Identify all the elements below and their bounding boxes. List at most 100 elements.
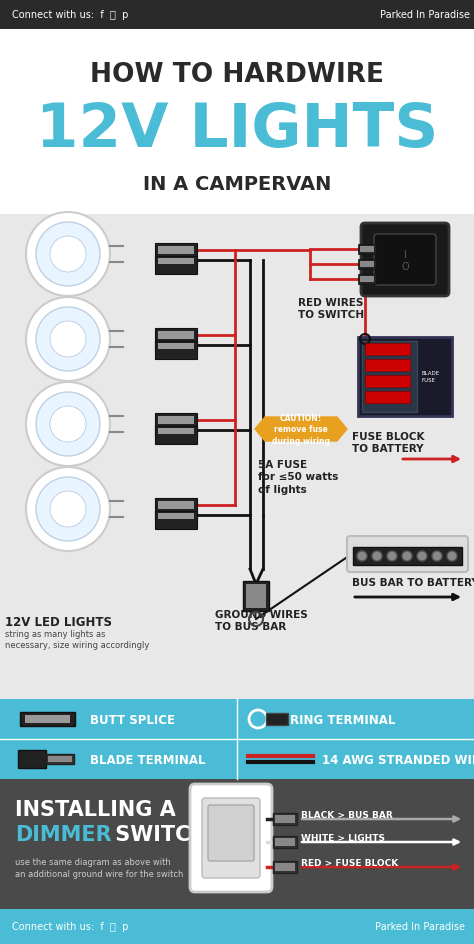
Circle shape xyxy=(417,551,427,562)
FancyBboxPatch shape xyxy=(158,501,194,510)
FancyBboxPatch shape xyxy=(275,863,295,871)
FancyBboxPatch shape xyxy=(358,244,376,255)
Text: HOW TO HARDWIRE: HOW TO HARDWIRE xyxy=(90,62,384,88)
Circle shape xyxy=(36,393,100,457)
FancyBboxPatch shape xyxy=(0,215,474,700)
Circle shape xyxy=(36,478,100,542)
Text: Parked In Paradise: Parked In Paradise xyxy=(380,10,470,20)
FancyBboxPatch shape xyxy=(158,344,194,349)
FancyBboxPatch shape xyxy=(20,712,75,726)
Circle shape xyxy=(36,223,100,287)
Text: RED > FUSE BLOCK: RED > FUSE BLOCK xyxy=(301,858,398,868)
FancyBboxPatch shape xyxy=(275,838,295,846)
FancyBboxPatch shape xyxy=(155,342,197,360)
Circle shape xyxy=(26,297,110,381)
FancyBboxPatch shape xyxy=(360,246,374,253)
FancyBboxPatch shape xyxy=(365,360,410,372)
FancyBboxPatch shape xyxy=(158,259,194,264)
Circle shape xyxy=(26,382,110,466)
FancyBboxPatch shape xyxy=(362,342,417,413)
Circle shape xyxy=(50,492,86,528)
Circle shape xyxy=(432,551,442,562)
FancyBboxPatch shape xyxy=(243,582,269,612)
FancyBboxPatch shape xyxy=(158,429,194,434)
FancyBboxPatch shape xyxy=(158,331,194,340)
FancyBboxPatch shape xyxy=(155,257,197,275)
Text: BUTT SPLICE: BUTT SPLICE xyxy=(90,713,175,726)
FancyBboxPatch shape xyxy=(202,799,260,878)
FancyBboxPatch shape xyxy=(0,30,474,215)
Text: GROUND WIRES
TO BUS BAR: GROUND WIRES TO BUS BAR xyxy=(215,610,308,632)
FancyBboxPatch shape xyxy=(155,413,197,435)
Text: BUS BAR TO BATTERY: BUS BAR TO BATTERY xyxy=(352,578,474,587)
FancyBboxPatch shape xyxy=(365,376,410,388)
Text: 12V LIGHTS: 12V LIGHTS xyxy=(36,100,438,160)
FancyBboxPatch shape xyxy=(347,536,468,572)
FancyBboxPatch shape xyxy=(155,498,197,520)
FancyBboxPatch shape xyxy=(273,861,297,873)
Text: Connect with us:  f  Ⓘ  p: Connect with us: f Ⓘ p xyxy=(12,921,128,931)
Text: RED WIRES
TO SWITCH: RED WIRES TO SWITCH xyxy=(298,297,364,320)
FancyBboxPatch shape xyxy=(208,805,254,861)
FancyBboxPatch shape xyxy=(0,909,474,944)
Text: I
O: I O xyxy=(401,250,409,272)
Text: Connect with us:  f  Ⓘ  p: Connect with us: f Ⓘ p xyxy=(12,10,128,20)
FancyBboxPatch shape xyxy=(358,260,376,270)
Text: FUSE BLOCK
TO BATTERY: FUSE BLOCK TO BATTERY xyxy=(352,431,425,454)
Circle shape xyxy=(26,467,110,551)
FancyBboxPatch shape xyxy=(25,716,70,723)
Circle shape xyxy=(387,551,397,562)
FancyBboxPatch shape xyxy=(365,344,410,356)
Circle shape xyxy=(447,551,457,562)
FancyBboxPatch shape xyxy=(374,235,436,286)
FancyBboxPatch shape xyxy=(158,514,194,519)
Text: string as many lights as
necessary, size wiring accordingly: string as many lights as necessary, size… xyxy=(5,630,149,649)
FancyBboxPatch shape xyxy=(358,275,376,285)
FancyBboxPatch shape xyxy=(275,815,295,823)
FancyBboxPatch shape xyxy=(158,246,194,255)
Circle shape xyxy=(402,551,412,562)
Text: RING TERMINAL: RING TERMINAL xyxy=(290,713,395,726)
FancyBboxPatch shape xyxy=(155,512,197,530)
Circle shape xyxy=(357,551,367,562)
Circle shape xyxy=(50,237,86,273)
Text: Parked In Paradise: Parked In Paradise xyxy=(375,921,465,931)
Text: BLADE
FUSE: BLADE FUSE xyxy=(422,371,440,382)
Circle shape xyxy=(26,212,110,296)
FancyBboxPatch shape xyxy=(190,784,272,892)
Circle shape xyxy=(50,407,86,443)
FancyBboxPatch shape xyxy=(18,750,46,768)
FancyBboxPatch shape xyxy=(273,836,297,848)
Text: use the same diagram as above with
an additional ground wire for the switch: use the same diagram as above with an ad… xyxy=(15,857,183,878)
FancyBboxPatch shape xyxy=(0,779,474,909)
FancyBboxPatch shape xyxy=(246,584,266,608)
Text: SWITCH: SWITCH xyxy=(108,824,208,844)
FancyBboxPatch shape xyxy=(0,0,474,30)
FancyBboxPatch shape xyxy=(358,338,452,416)
Text: CAUTION!
remove fuse
during wiring: CAUTION! remove fuse during wiring xyxy=(272,414,330,446)
FancyBboxPatch shape xyxy=(46,754,74,765)
Text: BLACK > BUS BAR: BLACK > BUS BAR xyxy=(301,810,393,819)
FancyBboxPatch shape xyxy=(158,416,194,425)
Circle shape xyxy=(372,551,382,562)
Circle shape xyxy=(36,308,100,372)
FancyBboxPatch shape xyxy=(360,277,374,282)
Polygon shape xyxy=(255,417,347,442)
FancyBboxPatch shape xyxy=(266,714,288,725)
Text: 14 AWG STRANDED WIRE: 14 AWG STRANDED WIRE xyxy=(322,752,474,766)
FancyBboxPatch shape xyxy=(361,224,449,296)
FancyBboxPatch shape xyxy=(155,329,197,350)
FancyBboxPatch shape xyxy=(48,756,72,762)
FancyBboxPatch shape xyxy=(273,813,297,825)
FancyBboxPatch shape xyxy=(155,244,197,265)
Text: DIMMER: DIMMER xyxy=(15,824,111,844)
Text: INSTALLING A: INSTALLING A xyxy=(15,800,176,819)
Text: WHITE > LIGHTS: WHITE > LIGHTS xyxy=(301,834,385,842)
Text: BLADE TERMINAL: BLADE TERMINAL xyxy=(90,752,206,766)
Text: 12V LED LIGHTS: 12V LED LIGHTS xyxy=(5,615,112,629)
FancyBboxPatch shape xyxy=(360,261,374,268)
Text: IN A CAMPERVAN: IN A CAMPERVAN xyxy=(143,176,331,194)
FancyBboxPatch shape xyxy=(365,392,410,404)
FancyBboxPatch shape xyxy=(0,700,474,779)
Circle shape xyxy=(50,322,86,358)
